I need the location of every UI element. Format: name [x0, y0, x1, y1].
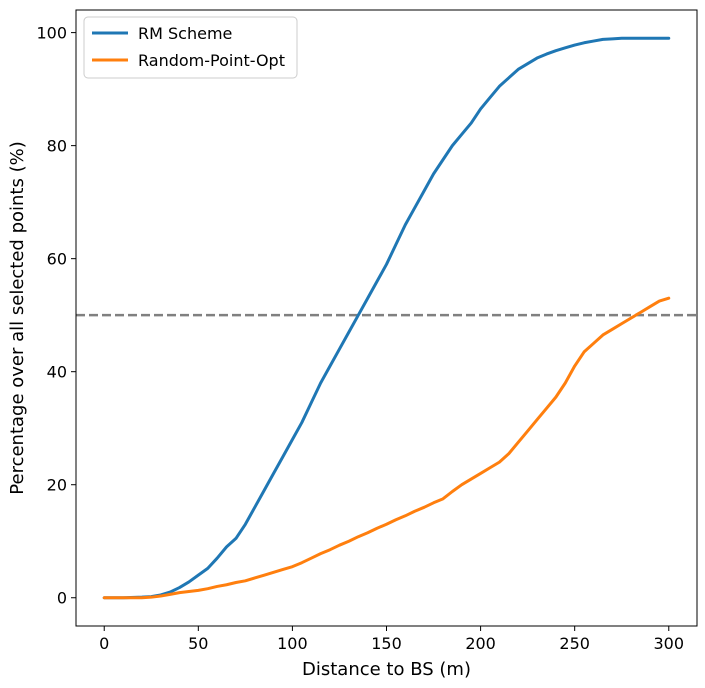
x-tick-label: 50 [188, 634, 208, 653]
x-axis: 0 50 100 150 200 250 300 [99, 626, 684, 653]
y-axis-label: Percentage over all selected points (%) [7, 141, 28, 494]
y-tick-label: 40 [47, 363, 67, 382]
y-tick-label: 20 [47, 476, 67, 495]
legend-label-random-point-opt: Random-Point-Opt [138, 51, 285, 70]
x-tick-label: 100 [277, 634, 308, 653]
axes-frame [75, 9, 698, 627]
x-tick-label: 300 [653, 634, 684, 653]
legend: RM Scheme Random-Point-Opt [83, 16, 298, 79]
x-tick-label: 250 [559, 634, 590, 653]
legend-label-rm-scheme: RM Scheme [138, 24, 232, 43]
x-tick-label: 200 [465, 634, 496, 653]
x-tick-label: 0 [99, 634, 109, 653]
series-line-rm-scheme [102, 36, 671, 600]
y-tick-label: 0 [57, 589, 67, 608]
series-line-random-point-opt [102, 296, 671, 600]
plot-area [76, 36, 697, 600]
y-tick-label: 100 [36, 24, 67, 43]
y-axis: 0 20 40 60 80 100 [36, 24, 76, 608]
y-tick-label: 80 [47, 137, 67, 156]
y-tick-label: 60 [47, 250, 67, 269]
x-tick-label: 150 [371, 634, 402, 653]
x-axis-label: Distance to BS (m) [302, 659, 471, 680]
legend-box [83, 16, 298, 79]
